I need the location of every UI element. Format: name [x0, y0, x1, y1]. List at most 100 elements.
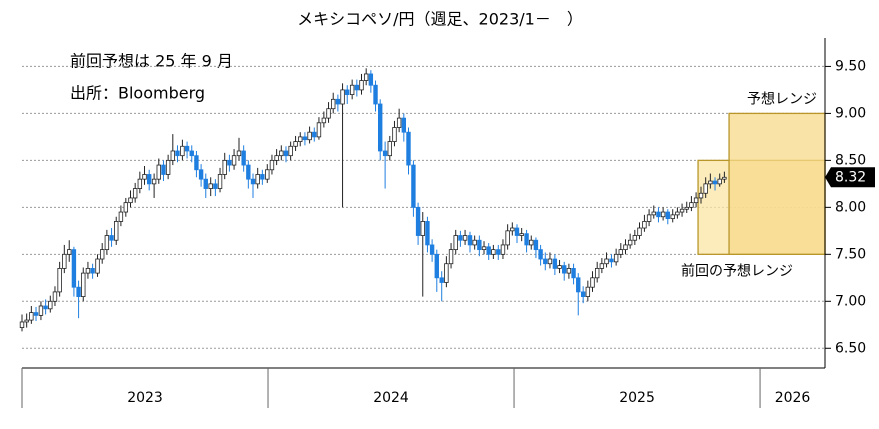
candle-body [411, 164, 416, 208]
candle-body [213, 183, 218, 189]
candle-body [279, 150, 284, 157]
candle-body [467, 235, 473, 246]
candle-body [420, 221, 425, 236]
candle-body [189, 150, 194, 157]
candle-body [717, 178, 722, 185]
candle-body [401, 117, 407, 133]
candle-body [562, 265, 567, 274]
x-tick-label: 2024 [373, 390, 409, 406]
candle-body [321, 117, 327, 124]
candle-body [387, 141, 392, 157]
candle-body [217, 174, 223, 189]
candle-body [712, 180, 718, 185]
candle-body [165, 159, 171, 175]
candle-body [533, 239, 539, 251]
candle-body [349, 84, 355, 96]
candle-body [208, 183, 213, 189]
candle-body [627, 239, 633, 246]
candle-body [335, 98, 341, 105]
range-label: 予想レンジ [747, 91, 817, 107]
candle-body [392, 127, 397, 142]
range-boxes: 前回の予想レンジ 予想レンジ [681, 91, 826, 279]
y-tick-label: 7.50 [835, 246, 866, 262]
candle-body [269, 159, 275, 171]
candle-body [500, 244, 506, 255]
candle-body [462, 235, 468, 241]
candle-body [656, 211, 661, 218]
range-label: 前回の予想レンジ [681, 262, 793, 279]
candle-body [496, 249, 501, 255]
candle-body [203, 178, 208, 189]
candle-body [231, 155, 237, 166]
candle-body [665, 211, 670, 220]
candle-body [184, 145, 190, 152]
candle-body [434, 253, 439, 279]
candle-body [175, 150, 180, 157]
candle-body [679, 208, 685, 213]
candle-body [246, 164, 251, 180]
y-tick-label: 8.50 [835, 152, 866, 168]
candle-body [52, 291, 58, 302]
axes: 6.50 7.00 7.50 8.00 8.50 9.00 9.50 2023 2024 2025… [21, 38, 875, 408]
candle-body [114, 221, 119, 241]
y-tick-label: 9.00 [835, 105, 866, 121]
candle-body [642, 221, 647, 229]
x-tick-label: 2025 [619, 390, 655, 406]
x-tick-label: 2026 [775, 390, 811, 406]
last-value-tag [825, 167, 875, 188]
candle-body [613, 253, 619, 263]
candle-body [142, 174, 147, 180]
candle-body [359, 80, 364, 91]
candle-body [331, 98, 336, 110]
candle-body [510, 227, 515, 232]
candle-body [703, 183, 708, 194]
candle-body [538, 249, 543, 260]
candle-body [100, 249, 105, 260]
candle-body [453, 235, 458, 251]
candle-body [646, 214, 652, 222]
range-box [728, 112, 826, 255]
candle-body [43, 305, 48, 310]
candle-body [19, 321, 25, 329]
candle-body [552, 258, 558, 269]
candle-body [241, 150, 246, 166]
candle-body [104, 235, 110, 251]
candle-body [326, 108, 331, 119]
candle-body [519, 233, 524, 236]
candle-body [29, 312, 34, 321]
candle-body [373, 84, 378, 105]
candle-body [472, 239, 477, 246]
candle-body [33, 312, 39, 316]
candle-body [363, 73, 369, 81]
candle-body [623, 244, 628, 251]
candle-body [345, 89, 350, 96]
x-tick-label: 2023 [127, 390, 163, 406]
candle-body [227, 159, 232, 166]
candle-body [123, 202, 129, 213]
grid [22, 65, 825, 349]
candle-body [566, 268, 572, 274]
candle-body [298, 136, 303, 142]
chart-title: メキシコペソ/円（週足、2023/1－ ） [297, 10, 583, 29]
candle-body [722, 176, 727, 180]
candle-body [693, 197, 699, 204]
candle-body [132, 188, 138, 199]
candle-body [415, 206, 421, 236]
candle-body [651, 211, 656, 216]
candle-body [62, 253, 67, 269]
candle-body [180, 145, 185, 157]
candle-body [505, 230, 510, 246]
candle-body [236, 150, 242, 157]
candle-body [571, 268, 576, 279]
candle-body [161, 164, 166, 175]
candle-body [118, 211, 124, 222]
candle-body [255, 174, 260, 185]
y-tick-label: 7.00 [835, 293, 866, 309]
candle-body [85, 268, 91, 274]
candle-body [260, 174, 265, 180]
last-value-label: 8.32 [835, 169, 866, 185]
candle-body [491, 249, 496, 255]
candle-body [547, 258, 553, 265]
candle-body [524, 233, 529, 246]
